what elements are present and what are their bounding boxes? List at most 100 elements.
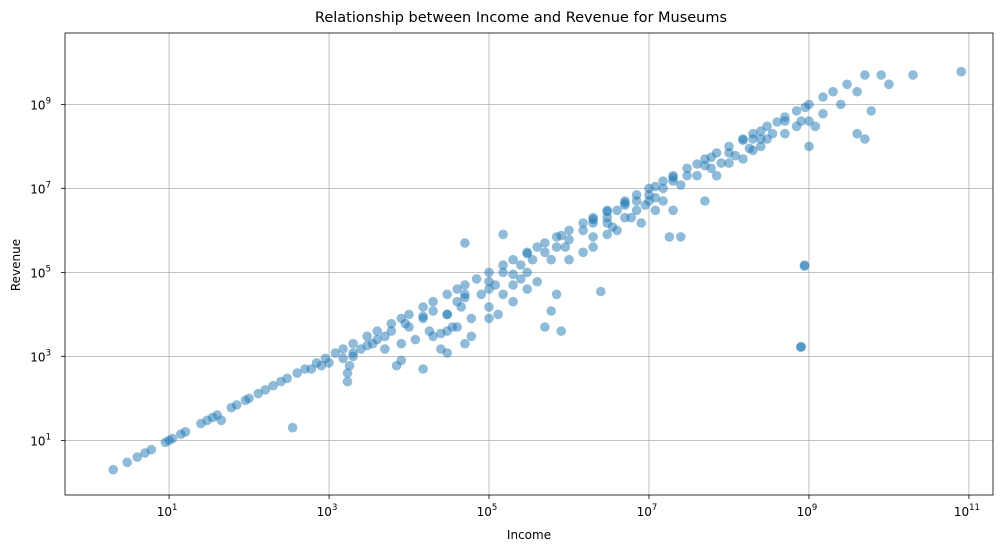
y-tick-label: 103 [30, 348, 51, 364]
x-tick-label: 107 [637, 503, 658, 519]
data-point [658, 176, 668, 186]
data-point [602, 206, 612, 217]
data-point [452, 284, 463, 294]
y-tick-label: 101 [30, 432, 51, 448]
data-point [292, 368, 303, 378]
x-tick-label: 105 [477, 503, 498, 519]
x-tick-label: 101 [157, 503, 178, 519]
data-point [372, 334, 383, 345]
data-point [876, 70, 886, 80]
data-point [498, 267, 508, 278]
data-point [180, 427, 191, 437]
data-point [612, 205, 622, 216]
data-point [380, 331, 390, 342]
data-point [668, 205, 678, 216]
data-point [418, 364, 428, 374]
data-point [146, 444, 157, 455]
data-point [338, 353, 348, 364]
data-point [780, 112, 790, 122]
data-point [484, 267, 494, 278]
data-point [730, 150, 741, 161]
y-tick-label: 107 [30, 180, 51, 196]
data-point [452, 322, 463, 332]
data-point [738, 154, 748, 164]
data-point [532, 276, 542, 287]
data-point [756, 141, 766, 152]
data-point [396, 355, 407, 366]
data-point [706, 152, 716, 163]
data-point [724, 141, 734, 152]
data-point [466, 313, 477, 324]
data-point [711, 170, 722, 181]
data-point [540, 322, 550, 332]
data-point [460, 238, 470, 248]
y-tick-label: 105 [30, 264, 51, 280]
data-point [306, 364, 317, 374]
data-point [122, 457, 132, 468]
data-point [372, 326, 383, 336]
data-point [540, 247, 550, 258]
data-point [658, 183, 668, 194]
data-point [676, 180, 686, 190]
data-point [428, 296, 438, 307]
data-point [596, 286, 606, 297]
data-point [362, 331, 373, 342]
data-point [799, 260, 810, 270]
chart-title: Relationship between Income and Revenue … [315, 10, 727, 26]
data-point [767, 128, 778, 139]
data-point [676, 232, 686, 242]
data-point [631, 205, 642, 216]
data-point [756, 126, 766, 136]
data-point [508, 296, 518, 307]
data-point [424, 326, 435, 336]
data-point [466, 331, 477, 342]
data-point [738, 135, 748, 145]
data-point [551, 289, 562, 300]
data-point [588, 214, 598, 225]
data-point [650, 181, 661, 192]
data-point [818, 108, 828, 119]
data-point [522, 267, 532, 278]
data-point [756, 134, 766, 144]
data-point [460, 292, 470, 303]
data-point [804, 116, 814, 126]
data-point [344, 360, 355, 371]
data-point [380, 344, 390, 354]
data-point [540, 238, 550, 248]
data-point [410, 334, 421, 345]
data-point [484, 302, 494, 312]
data-point [650, 192, 661, 203]
data-point [442, 348, 453, 358]
data-point [578, 225, 588, 236]
x-tick-label: 109 [797, 503, 818, 519]
data-point [818, 92, 828, 102]
data-point [620, 212, 630, 223]
data-point [546, 254, 556, 265]
data-point [216, 415, 227, 426]
data-point [490, 280, 501, 290]
data-point [842, 79, 852, 90]
x-tick-label: 1011 [954, 503, 980, 519]
data-point [682, 163, 692, 174]
data-point [560, 242, 571, 252]
data-point [260, 385, 271, 395]
data-point [253, 388, 263, 399]
data-point [631, 190, 642, 200]
data-point [620, 198, 630, 208]
data-point [564, 234, 574, 245]
data-point [650, 205, 661, 216]
data-point [796, 116, 806, 126]
data-point [132, 452, 142, 462]
data-point [244, 393, 254, 404]
data-point [791, 106, 802, 116]
data-point [636, 218, 646, 228]
data-point [810, 121, 821, 132]
data-point [706, 163, 716, 174]
data-point [282, 373, 293, 384]
data-point [498, 289, 508, 300]
data-point [522, 248, 532, 259]
data-point [456, 302, 467, 312]
data-point [748, 128, 758, 139]
data-point [607, 222, 618, 232]
data-point [516, 274, 526, 284]
